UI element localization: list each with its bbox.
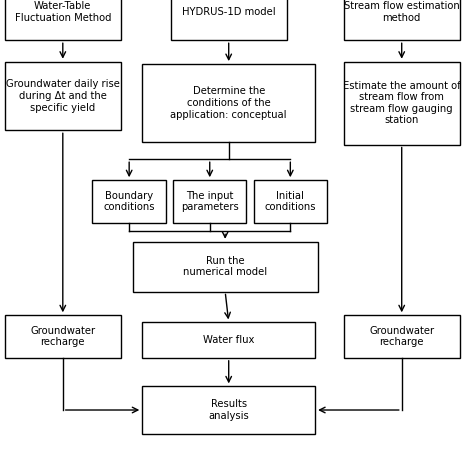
Text: Initial
conditions: Initial conditions	[264, 191, 316, 212]
Text: Groundwater
recharge: Groundwater recharge	[369, 326, 434, 347]
Bar	[173, 180, 246, 223]
Bar	[5, 62, 121, 130]
Bar	[142, 64, 315, 142]
Text: Run the
numerical model: Run the numerical model	[183, 256, 267, 277]
Bar	[344, 0, 460, 40]
Bar	[5, 0, 121, 40]
Text: Boundary
conditions: Boundary conditions	[103, 191, 155, 212]
Bar	[344, 315, 460, 358]
Bar	[254, 180, 327, 223]
Text: Water flux: Water flux	[203, 335, 255, 345]
Bar	[171, 0, 287, 40]
Bar	[344, 62, 460, 145]
Text: Groundwater
recharge: Groundwater recharge	[30, 326, 95, 347]
Text: Results
analysis: Results analysis	[209, 399, 249, 421]
Bar	[142, 386, 315, 434]
Bar	[142, 322, 315, 358]
Text: Determine the
conditions of the
application: conceptual: Determine the conditions of the applicat…	[171, 86, 287, 120]
Text: Estimate the amount of
stream flow from
stream flow gauging
station: Estimate the amount of stream flow from …	[343, 81, 461, 126]
Text: HYDRUS-1D model: HYDRUS-1D model	[182, 7, 275, 17]
Text: Groundwater daily rise
during Δt and the
specific yield: Groundwater daily rise during Δt and the…	[6, 79, 120, 113]
Text: Water-Table
Fluctuation Method: Water-Table Fluctuation Method	[15, 1, 111, 23]
Text: Stream flow estimation
method: Stream flow estimation method	[344, 1, 460, 23]
Bar	[5, 315, 121, 358]
Text: The input
parameters: The input parameters	[181, 191, 238, 212]
Bar	[92, 180, 166, 223]
Bar	[133, 242, 318, 292]
